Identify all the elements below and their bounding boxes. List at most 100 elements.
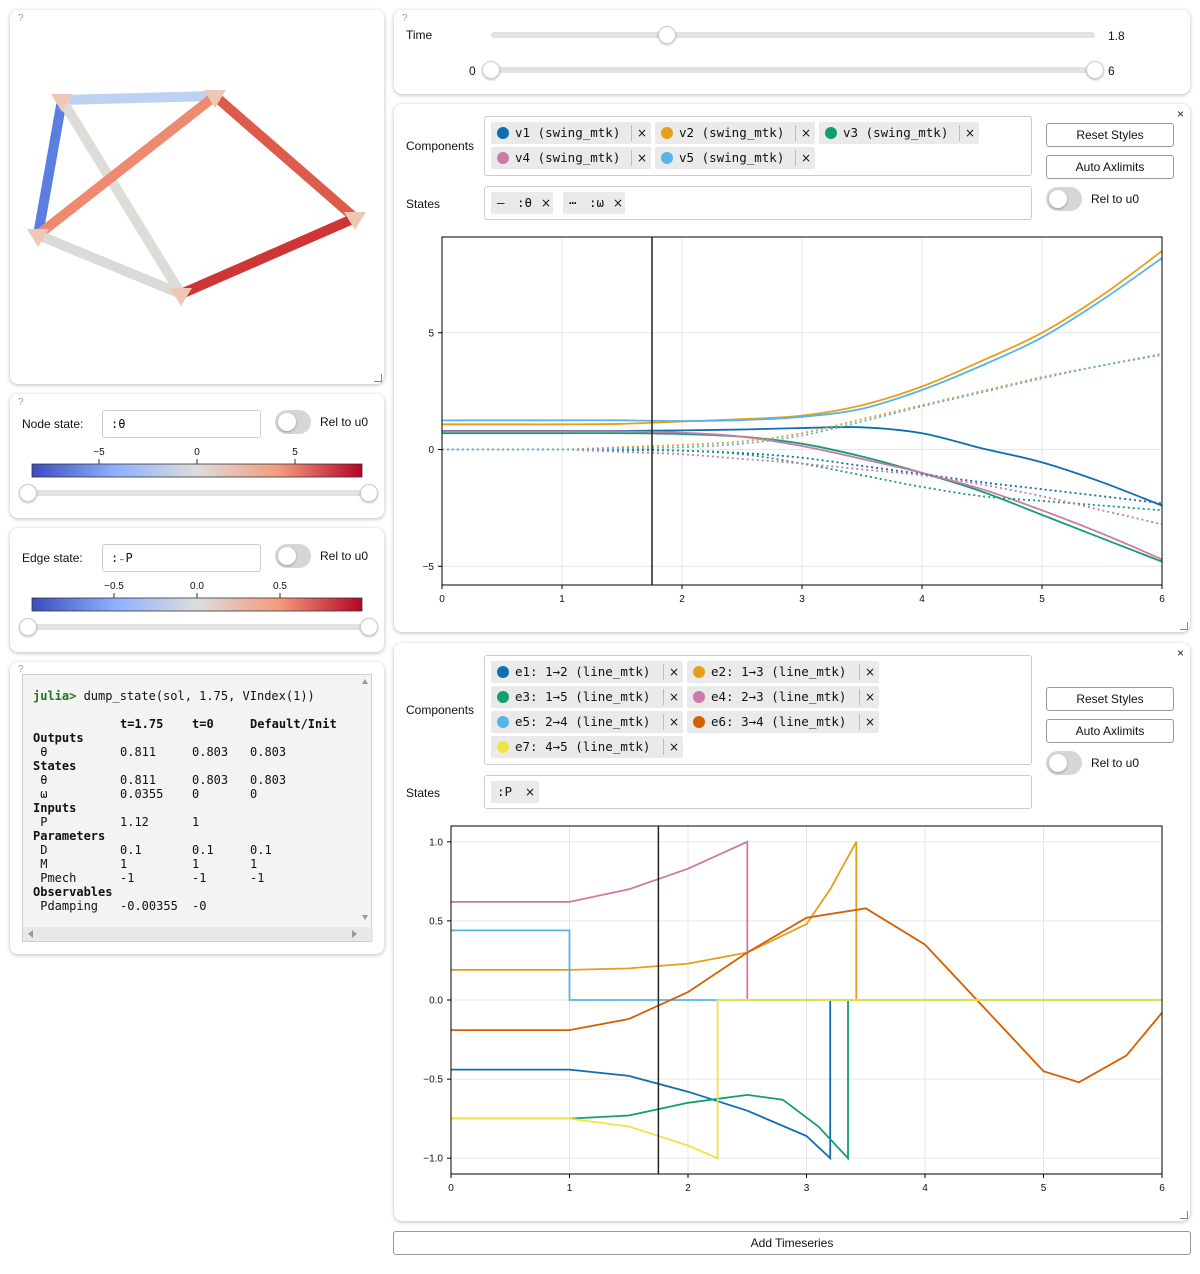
resize-handle[interactable] (1180, 622, 1188, 630)
x-tick-label: 5 (1039, 594, 1045, 605)
states-select[interactable]: :P × (484, 775, 1032, 809)
console-hscrollbar[interactable] (23, 927, 373, 941)
color-swatch-icon (497, 716, 509, 728)
components-select[interactable]: v1 (swing_mtk) × v2 (swing_mtk) × v3 (swing_… (484, 116, 1032, 176)
remove-tag-icon[interactable]: × (637, 151, 648, 165)
auto-axlimits-button[interactable]: Auto Axlimits (1046, 155, 1174, 179)
component-tag[interactable]: e7: 4→5 (line_mtk) × (491, 736, 683, 758)
remove-tag-icon[interactable]: × (669, 690, 680, 704)
states-select[interactable]: —:θ × ⋯:ω × (484, 186, 1032, 220)
time-range-slider[interactable] (491, 67, 1095, 73)
graph-edge[interactable] (34, 92, 219, 239)
edge-plot-rel-toggle[interactable] (1046, 751, 1082, 775)
state-tag[interactable]: :P × (491, 781, 539, 803)
resize-handle[interactable] (374, 374, 382, 382)
console-text: -1 (120, 871, 135, 885)
graph-node[interactable] (344, 212, 366, 230)
console-text: 0 (250, 787, 258, 801)
y-tick-label: −5 (423, 562, 435, 573)
help-icon[interactable]: ? (18, 397, 24, 408)
components-select[interactable]: e1: 1→2 (line_mtk) × e2: 1→3 (line_mtk) × e3… (484, 655, 1032, 765)
component-tag[interactable]: v5 (swing_mtk) × (655, 147, 815, 169)
reset-styles-button[interactable]: Reset Styles (1046, 123, 1174, 147)
node-range-slider[interactable] (28, 490, 368, 496)
component-tag[interactable]: e6: 3→4 (line_mtk) × (687, 711, 879, 733)
remove-tag-icon[interactable]: × (613, 196, 624, 210)
component-tag[interactable]: v3 (swing_mtk) × (819, 122, 979, 144)
remove-tag-icon[interactable]: × (525, 785, 536, 799)
time-range-max-handle[interactable] (1086, 61, 1104, 79)
remove-tag-icon[interactable]: × (865, 690, 876, 704)
graph-edge[interactable] (61, 91, 216, 105)
console-vscrollbar[interactable] (359, 675, 371, 927)
component-tag[interactable]: v4 (swing_mtk) × (491, 147, 651, 169)
graph-node[interactable] (170, 288, 192, 306)
help-icon[interactable]: ? (18, 664, 24, 675)
line-style-icon[interactable]: ⋯ (569, 195, 577, 210)
line-style-icon[interactable]: — (497, 195, 505, 210)
component-tag[interactable]: e5: 2→4 (line_mtk) × (491, 711, 683, 733)
y-tick-label: 1.0 (429, 837, 443, 848)
component-tag[interactable]: v1 (swing_mtk) × (491, 122, 651, 144)
state-tag[interactable]: —:θ × (491, 192, 553, 214)
component-tag[interactable]: e4: 2→3 (line_mtk) × (687, 686, 879, 708)
node-rel-toggle[interactable] (275, 410, 311, 434)
reset-styles-button[interactable]: Reset Styles (1046, 687, 1174, 711)
resize-handle[interactable] (1180, 1211, 1188, 1219)
graph-edge[interactable] (36, 230, 183, 299)
edge-range-max-handle[interactable] (360, 618, 378, 636)
component-tag[interactable]: e3: 1→5 (line_mtk) × (491, 686, 683, 708)
component-tag[interactable]: e2: 1→3 (line_mtk) × (687, 661, 879, 683)
network-graph[interactable] (10, 10, 384, 384)
vertex-timeseries-chart[interactable]: 0 1 2 3 4 5 6 −5 0 5 (394, 228, 1190, 628)
edge-range-slider[interactable] (28, 624, 368, 630)
component-tag[interactable]: e1: 1→2 (line_mtk) × (491, 661, 683, 683)
remove-tag-icon[interactable]: × (669, 715, 680, 729)
remove-tag-icon[interactable]: × (801, 126, 812, 140)
graph-edge[interactable] (57, 97, 186, 297)
state-tag[interactable]: ⋯:ω × (563, 192, 625, 214)
edge-state-input[interactable]: :₋P (102, 544, 261, 572)
node-range-max-handle[interactable] (360, 484, 378, 502)
colorbar-tick: −5 (93, 447, 105, 458)
edge-range-min-handle[interactable] (19, 618, 37, 636)
remove-tag-icon[interactable]: × (965, 126, 976, 140)
states-label: States (406, 197, 441, 211)
color-swatch-icon (661, 152, 673, 164)
graph-edge[interactable] (33, 99, 67, 236)
graph-node[interactable] (204, 90, 226, 108)
auto-axlimits-button[interactable]: Auto Axlimits (1046, 719, 1174, 743)
time-slider-handle[interactable] (658, 26, 677, 44)
color-swatch-icon (693, 666, 705, 678)
color-swatch-icon (661, 127, 673, 139)
state-dump-console[interactable]: julia> dump_state(sol, 1.75, VIndex(1)) … (22, 674, 373, 942)
help-icon[interactable]: ? (18, 13, 24, 24)
graph-edge[interactable] (211, 92, 359, 222)
node-state-input[interactable]: :θ (102, 410, 261, 438)
remove-tag-icon[interactable]: × (669, 665, 680, 679)
console-text: -0 (192, 899, 207, 913)
remove-tag-icon[interactable]: × (669, 740, 680, 754)
remove-tag-icon[interactable]: × (541, 196, 552, 210)
remove-tag-icon[interactable]: × (801, 151, 812, 165)
close-icon[interactable]: × (1176, 646, 1184, 660)
graph-node[interactable] (51, 94, 73, 112)
edge-timeseries-chart[interactable]: 0 1 2 3 4 5 6 −1.0 −0.5 0.0 0.5 1.0 (394, 817, 1190, 1217)
node-range-min-handle[interactable] (19, 484, 37, 502)
remove-tag-icon[interactable]: × (637, 126, 648, 140)
add-timeseries-button[interactable]: Add Timeseries (393, 1231, 1191, 1255)
time-range-min-handle[interactable] (482, 61, 500, 79)
graph-node[interactable] (27, 229, 49, 247)
time-slider[interactable] (491, 32, 1095, 38)
remove-tag-icon[interactable]: × (865, 665, 876, 679)
node-rel-label: Rel to u0 (320, 415, 369, 429)
y-tick-label: 0 (428, 445, 434, 456)
close-icon[interactable]: × (1176, 107, 1184, 121)
remove-tag-icon[interactable]: × (865, 715, 876, 729)
graph-edge[interactable] (178, 213, 358, 299)
help-icon[interactable]: ? (402, 13, 408, 24)
edge-state-panel: Edge state: :₋P Rel to u0 −0.5 0.0 0.5 (10, 528, 384, 652)
vertex-rel-toggle[interactable] (1046, 187, 1082, 211)
component-tag[interactable]: v2 (swing_mtk) × (655, 122, 815, 144)
edge-rel-toggle[interactable] (275, 544, 311, 568)
